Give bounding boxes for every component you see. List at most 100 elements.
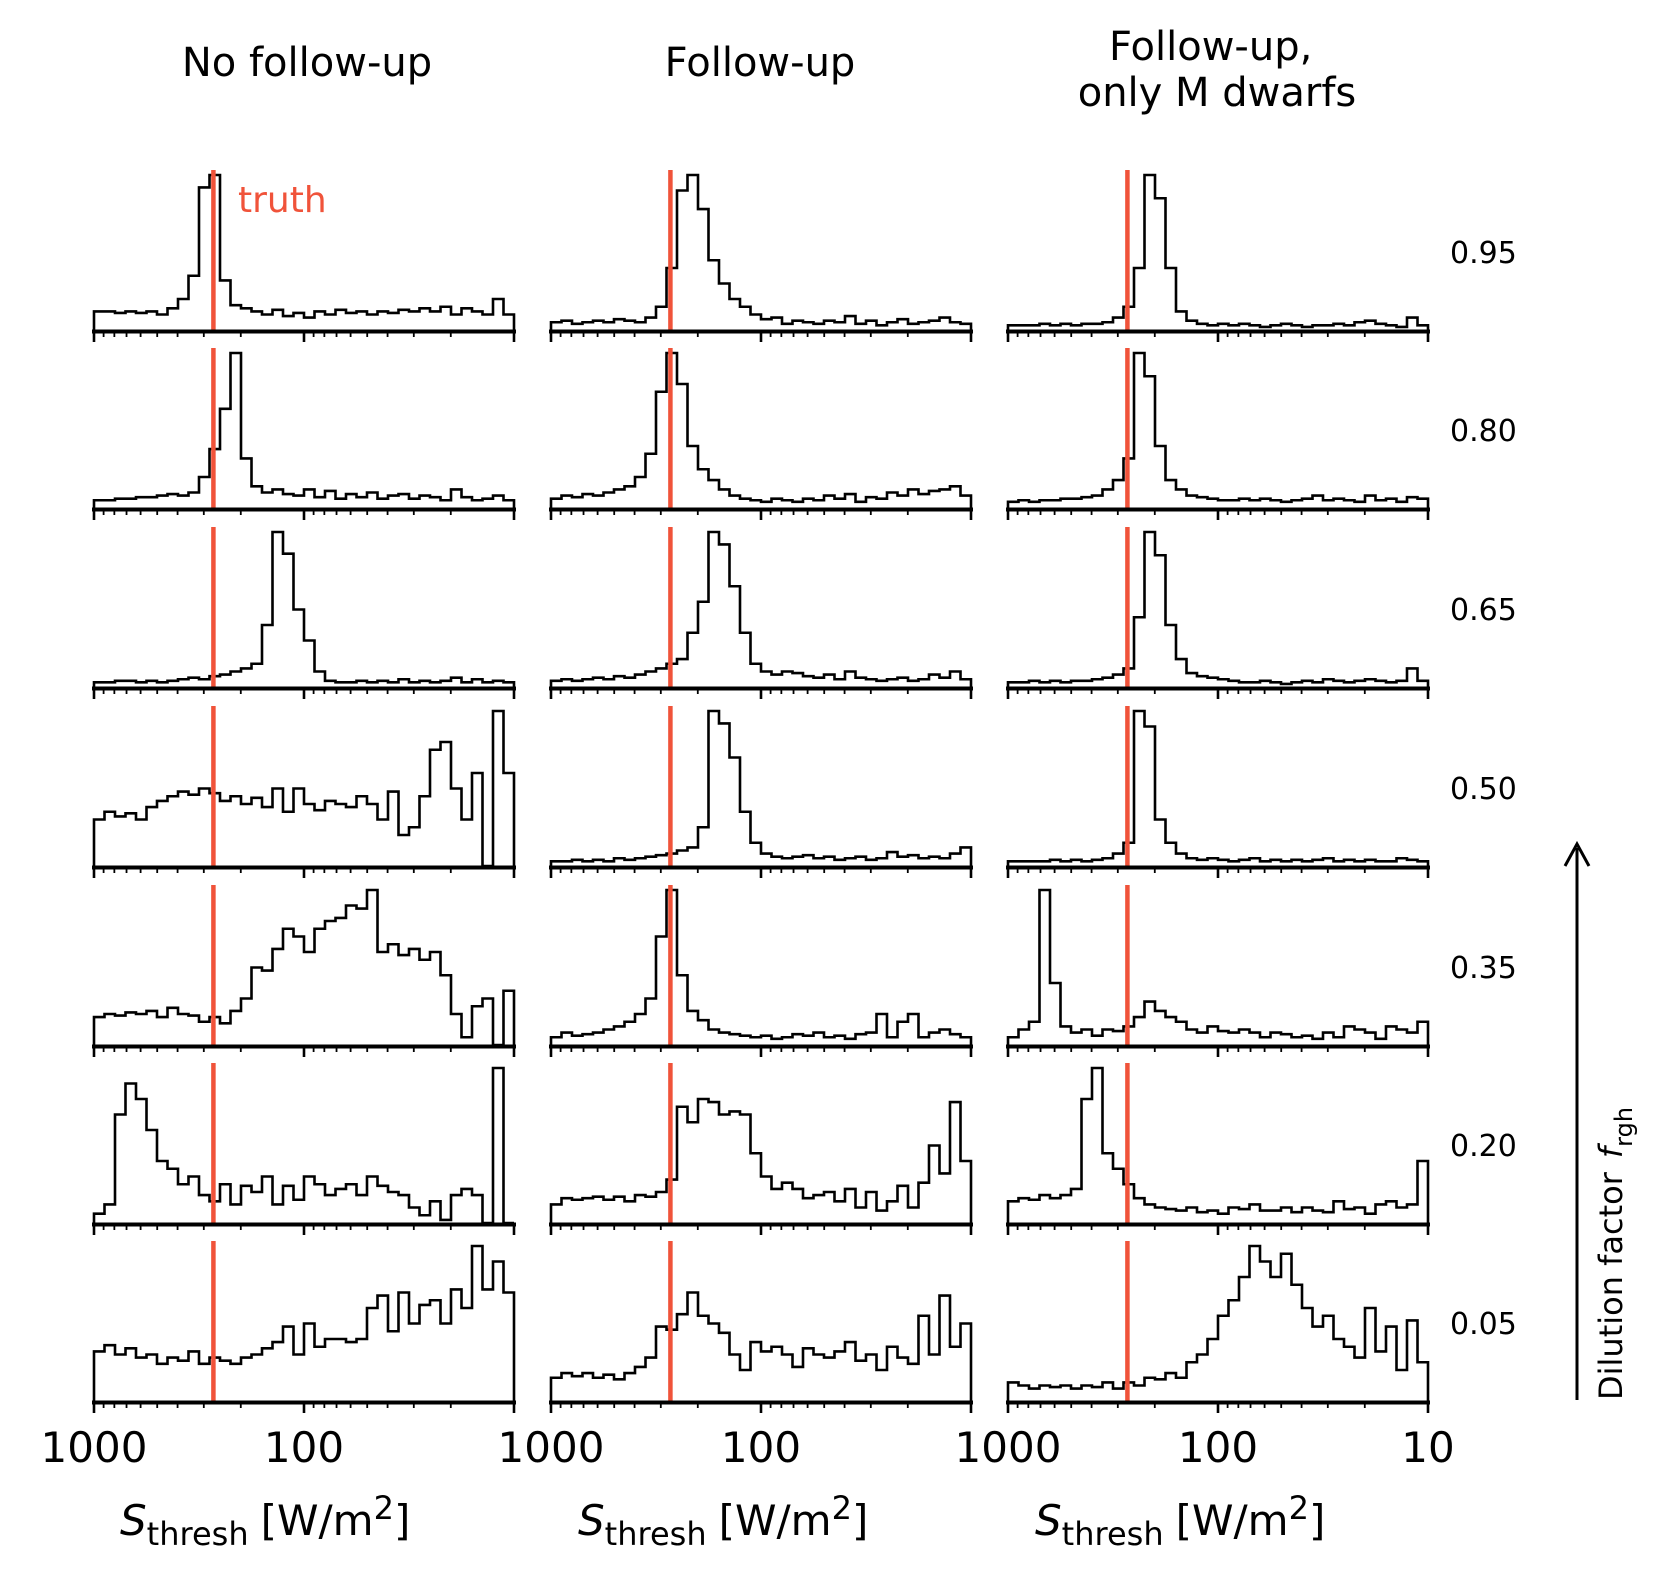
histogram-bin xyxy=(677,1314,688,1401)
histogram-bin xyxy=(315,929,326,1045)
histogram-bin xyxy=(1271,682,1282,687)
histogram-bin xyxy=(315,311,326,330)
histogram-bin xyxy=(1292,1285,1303,1401)
panel-2-0.80 xyxy=(549,348,973,520)
histogram-bin xyxy=(262,1177,273,1224)
histogram-bin xyxy=(378,499,389,508)
histogram-bin xyxy=(409,311,420,330)
histogram-bin xyxy=(1103,322,1114,330)
histogram-bin xyxy=(1302,1308,1313,1401)
histogram-bin xyxy=(1407,1204,1418,1223)
histogram-bin xyxy=(462,820,473,867)
histogram-bin xyxy=(1250,325,1261,330)
histogram-bin xyxy=(105,1204,116,1223)
histogram-bin xyxy=(178,679,189,687)
histogram-bin xyxy=(1218,860,1229,866)
column-title-follow-up-m-dwarfs: Follow-up, only M dwarfs xyxy=(1078,24,1357,116)
histogram-bin xyxy=(472,773,483,866)
histogram-bin xyxy=(1302,861,1313,866)
histogram-bin xyxy=(399,1293,410,1402)
histogram-bin xyxy=(950,1347,961,1401)
histogram-bin xyxy=(1313,1211,1324,1223)
histogram-bin xyxy=(1113,1031,1124,1045)
histogram-bin xyxy=(929,1146,940,1224)
histogram-bin xyxy=(1019,861,1030,866)
histogram-bin xyxy=(115,313,126,330)
histogram-bin xyxy=(441,975,452,1045)
histogram-bin xyxy=(1208,325,1219,330)
histogram-bin xyxy=(866,1355,877,1402)
histogram-bin xyxy=(1292,325,1303,330)
histogram-bin xyxy=(856,502,867,508)
histogram-bin xyxy=(1008,325,1019,330)
histogram-bin xyxy=(1208,499,1219,508)
histogram-bin xyxy=(1155,1379,1166,1401)
histogram-bin xyxy=(835,322,846,330)
histogram-bin xyxy=(1229,681,1240,687)
histogram-bin xyxy=(761,1177,772,1224)
histogram-bin xyxy=(677,659,688,687)
histogram-bin xyxy=(126,499,137,508)
histogram-bin xyxy=(168,681,179,687)
histogram-bin xyxy=(824,675,835,687)
histogram-bin xyxy=(1166,1209,1177,1223)
histogram-bin xyxy=(136,1358,147,1401)
histogram-bin xyxy=(730,1111,741,1223)
histogram-bin xyxy=(1281,502,1292,508)
histogram-bin xyxy=(751,843,762,866)
histogram-bin xyxy=(1376,1039,1387,1045)
histogram-bin xyxy=(803,1198,814,1223)
histogram-bin xyxy=(551,681,562,687)
histogram-bin xyxy=(1071,1189,1082,1223)
histogram-bin xyxy=(761,1036,772,1045)
histogram-bin xyxy=(409,682,420,687)
histogram-bin xyxy=(625,486,636,508)
histogram-bin xyxy=(399,835,410,866)
histogram-bin xyxy=(94,1214,105,1223)
histogram-bin xyxy=(105,1345,116,1401)
histogram-bin xyxy=(1208,1339,1219,1401)
histogram-bin xyxy=(1250,858,1261,866)
histogram-bin xyxy=(1250,1246,1261,1401)
histogram-bin xyxy=(940,318,951,330)
histogram-bin xyxy=(761,1351,772,1401)
histogram-bin xyxy=(178,496,189,508)
histogram-bin xyxy=(346,494,357,508)
histogram-bin xyxy=(1187,673,1198,687)
histogram-bin xyxy=(451,1289,462,1401)
histogram-bin xyxy=(420,308,431,330)
histogram-bin xyxy=(1166,480,1177,508)
histogram-bin xyxy=(189,678,200,687)
histogram-bin xyxy=(562,1373,573,1401)
panel-2-0.95 xyxy=(549,170,973,342)
histogram-bin xyxy=(1344,325,1355,330)
histogram-bin xyxy=(551,1037,562,1045)
histogram-bin xyxy=(1397,502,1408,508)
panel-1-0.95 xyxy=(92,170,516,342)
histogram-bin xyxy=(824,1358,835,1401)
histogram-bin xyxy=(1103,489,1114,508)
histogram-bin xyxy=(961,1324,972,1402)
histogram-bin xyxy=(719,489,730,508)
histogram-bin xyxy=(168,1008,179,1045)
row-labels: 0.95 0.80 0.65 0.50 0.35 0.20 0.05 xyxy=(1450,236,1517,1342)
histogram-bin xyxy=(1166,1017,1177,1045)
histogram-bin xyxy=(1187,1030,1198,1046)
histogram-bin xyxy=(677,851,688,867)
histogram-bin xyxy=(105,812,116,866)
dilution-factor-sub: rgh xyxy=(1610,1107,1638,1147)
histogram-bin xyxy=(1334,324,1345,330)
histogram-bin xyxy=(772,857,783,866)
histogram-bin xyxy=(1271,860,1282,866)
histogram-bin xyxy=(367,315,378,331)
histogram-bin xyxy=(1176,489,1187,508)
row-label-0.20: 0.20 xyxy=(1450,1129,1517,1164)
histogram-bin xyxy=(346,313,357,330)
histogram-bin xyxy=(625,1022,636,1045)
histogram-bin xyxy=(283,812,294,866)
histogram-bin xyxy=(1239,682,1250,687)
histogram-bin xyxy=(614,676,625,687)
histogram-bin xyxy=(115,1115,126,1224)
histogram xyxy=(549,173,973,330)
histogram-bin xyxy=(782,1355,793,1402)
